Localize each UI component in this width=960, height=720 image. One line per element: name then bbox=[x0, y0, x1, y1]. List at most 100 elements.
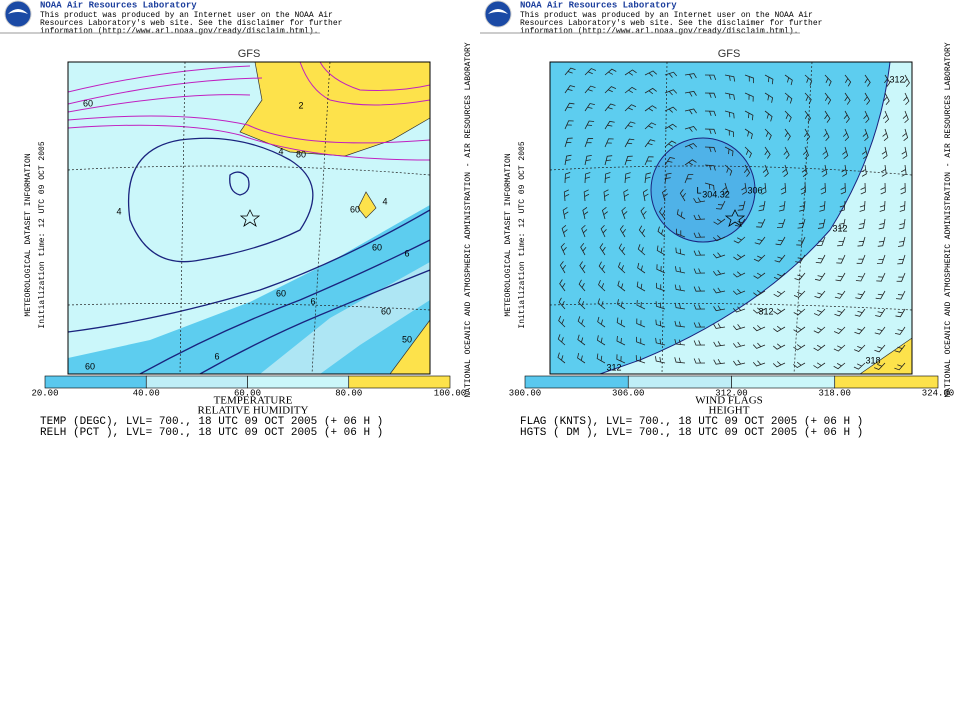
wind-barb bbox=[823, 128, 830, 142]
contour-label: 60 bbox=[276, 288, 286, 298]
wind-barb bbox=[616, 335, 626, 346]
wind-barb bbox=[774, 254, 786, 263]
contour-label: 4 bbox=[382, 196, 387, 206]
wind-barb bbox=[582, 207, 589, 220]
wind-barb bbox=[863, 110, 870, 124]
graticule bbox=[68, 62, 430, 374]
wind-barb bbox=[793, 290, 806, 298]
wind-barb bbox=[898, 218, 906, 230]
wind-barb bbox=[704, 128, 717, 135]
wind-barb bbox=[693, 286, 706, 292]
wind-barb bbox=[903, 74, 910, 87]
temp-contours bbox=[68, 62, 430, 161]
wind-barb bbox=[656, 282, 666, 292]
side-info: METEOROLOGICAL DATASET INFORMATION bbox=[504, 153, 513, 316]
colorbar-label: 20.00 bbox=[31, 388, 58, 398]
wind-barb bbox=[657, 226, 666, 238]
wind-barb bbox=[578, 279, 586, 292]
wind-barb bbox=[693, 304, 706, 310]
wind-barb bbox=[897, 236, 906, 247]
side-info: Initialization time: 12 UTC 09 OCT 2005 bbox=[38, 141, 47, 328]
wind-barb bbox=[584, 103, 595, 112]
wind-barb bbox=[882, 128, 889, 142]
wind-barb bbox=[724, 92, 735, 100]
contour-label: 6 bbox=[404, 248, 409, 258]
wind-barb bbox=[793, 326, 806, 333]
wind-barb bbox=[877, 236, 886, 247]
wind-barb bbox=[636, 300, 646, 310]
wind-barb bbox=[664, 89, 678, 96]
wind-barb bbox=[624, 138, 635, 148]
contour-label: 306 bbox=[747, 185, 762, 195]
wind-barb bbox=[743, 164, 751, 177]
wind-barb bbox=[760, 182, 767, 195]
wind-barb bbox=[784, 74, 793, 86]
wind-barb bbox=[644, 156, 654, 166]
wind-barb bbox=[754, 236, 766, 245]
wind-barb bbox=[784, 92, 793, 104]
wind-barb bbox=[733, 236, 746, 244]
wind-barb bbox=[684, 174, 694, 184]
wind-barb bbox=[599, 243, 606, 256]
header-title: NOAA Air Resources Laboratory bbox=[520, 0, 677, 10]
dry-area bbox=[260, 262, 430, 374]
wind-barb bbox=[636, 281, 646, 292]
wind-barb bbox=[737, 200, 746, 211]
wind-barb bbox=[664, 106, 678, 113]
noaa-logo-bird bbox=[8, 9, 28, 14]
wind-barb bbox=[775, 236, 786, 246]
wind-barb bbox=[732, 288, 746, 295]
wind-barb bbox=[800, 182, 807, 195]
wind-barb bbox=[598, 261, 606, 274]
wind-barb bbox=[752, 325, 766, 332]
wind-barb bbox=[584, 68, 597, 76]
wind-barb bbox=[704, 74, 717, 80]
colorbar-label: 306.00 bbox=[612, 388, 644, 398]
field-legend: RELH (PCT ), LVL= 700., 18 UTC 09 OCT 20… bbox=[40, 427, 383, 439]
colorbar-label: 40.00 bbox=[133, 388, 160, 398]
wind-barb bbox=[816, 236, 826, 246]
header-title: NOAA Air Resources Laboratory bbox=[40, 0, 197, 10]
map-frame bbox=[67, 61, 431, 375]
wind-barb bbox=[559, 261, 567, 274]
wind-barb bbox=[764, 128, 772, 141]
wind-barb bbox=[693, 232, 706, 238]
wind-barb bbox=[604, 68, 617, 76]
wind-barb bbox=[813, 344, 826, 352]
wind-barb bbox=[793, 344, 806, 351]
wind-barb bbox=[564, 85, 576, 94]
wind-barb bbox=[744, 74, 754, 84]
contour-label: 60 bbox=[83, 98, 93, 108]
contour-label: 60 bbox=[372, 242, 382, 252]
wind-barb bbox=[874, 326, 886, 335]
wind-barb bbox=[857, 236, 866, 247]
wind-barb bbox=[584, 154, 592, 166]
wind-barb bbox=[684, 108, 697, 115]
wind-barb bbox=[764, 146, 771, 159]
wind-barb bbox=[684, 159, 697, 166]
wind-barb bbox=[744, 92, 754, 102]
contour-label: 80 bbox=[296, 149, 306, 159]
wind-barb bbox=[617, 280, 626, 292]
wind-barb bbox=[733, 359, 746, 366]
wind-barb bbox=[584, 138, 594, 148]
field-legend: FLAG (KNTS), LVL= 700., 18 UTC 09 OCT 20… bbox=[520, 416, 863, 428]
wind-barb bbox=[674, 320, 686, 328]
wind-barb bbox=[655, 337, 666, 346]
colorbar-label: 312.00 bbox=[715, 388, 747, 398]
wind-barb bbox=[839, 200, 846, 212]
map-right bbox=[550, 62, 912, 374]
wind-barb bbox=[636, 336, 646, 346]
wind-barb bbox=[713, 287, 726, 294]
wind-barb bbox=[784, 110, 792, 123]
colorbar-segment bbox=[247, 375, 350, 389]
wind-barb bbox=[693, 340, 706, 346]
wind-barb bbox=[899, 200, 906, 212]
header-disclaimer: Resources Laboratory's web site. See the… bbox=[40, 19, 343, 28]
wind-barb bbox=[864, 74, 871, 87]
wind-barb bbox=[878, 218, 886, 230]
wind-barb bbox=[815, 254, 826, 264]
colorbar-segment bbox=[834, 375, 939, 389]
wind-barb bbox=[773, 325, 786, 333]
